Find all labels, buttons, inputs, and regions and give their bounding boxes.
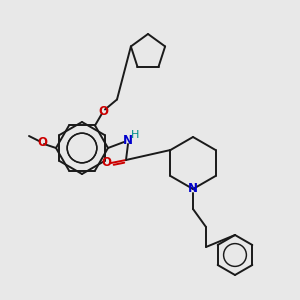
Text: O: O: [98, 105, 108, 118]
Text: H: H: [131, 130, 139, 140]
Text: N: N: [188, 182, 198, 196]
Text: N: N: [123, 134, 133, 146]
Text: O: O: [101, 157, 111, 169]
Text: O: O: [37, 136, 47, 149]
